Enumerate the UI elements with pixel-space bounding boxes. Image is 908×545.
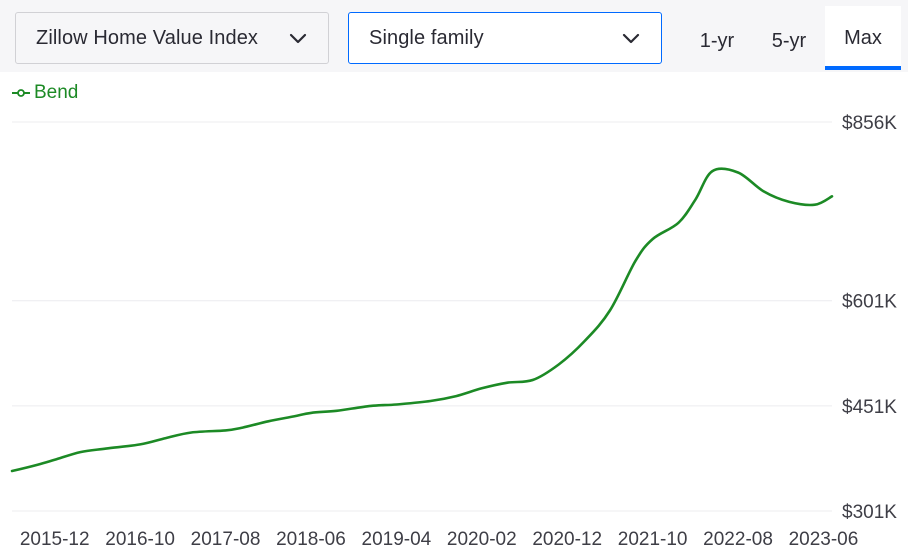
gridlines bbox=[12, 121, 832, 512]
y-tick-label: $451K bbox=[842, 397, 897, 418]
x-tick-label: 2020-12 bbox=[532, 529, 602, 545]
metric-dropdown[interactable]: Zillow Home Value Index bbox=[15, 12, 329, 64]
metric-dropdown-label: Zillow Home Value Index bbox=[36, 26, 259, 49]
x-tick-label: 2018-06 bbox=[276, 529, 346, 545]
chart-legend[interactable]: Bend bbox=[12, 82, 78, 104]
range-tab-1yr[interactable]: 1-yr bbox=[688, 12, 746, 70]
x-tick-label: 2021-10 bbox=[618, 529, 688, 545]
selected-tab-indicator bbox=[825, 66, 901, 70]
x-tick-label: 2022-08 bbox=[703, 529, 773, 545]
legend-series-label: Bend bbox=[34, 82, 79, 103]
range-tab-1yr-label: 1-yr bbox=[699, 29, 735, 52]
series-line-bend[interactable] bbox=[10, 167, 834, 473]
range-tab-max[interactable]: Max bbox=[825, 6, 901, 70]
y-tick-label: $856K bbox=[842, 113, 897, 134]
legend-line-marker-icon bbox=[12, 89, 30, 97]
x-tick-label: 2019-04 bbox=[362, 529, 432, 545]
y-tick-label: $301K bbox=[842, 502, 897, 523]
chevron-down-icon bbox=[289, 33, 307, 44]
range-tab-5yr[interactable]: 5-yr bbox=[758, 12, 820, 70]
range-tab-5yr-label: 5-yr bbox=[771, 29, 807, 52]
x-tick-label: 2017-08 bbox=[191, 529, 261, 545]
chevron-down-icon bbox=[622, 33, 640, 44]
x-axis: 2015-12 2016-10 2017-08 2018-06 2019-04 2020-… bbox=[20, 529, 858, 545]
x-tick-label: 2023-06 bbox=[789, 529, 859, 545]
home-type-dropdown[interactable]: Single family bbox=[348, 12, 662, 64]
x-tick-label: 2015-12 bbox=[20, 529, 90, 545]
y-axis: $301K $451K $601K $856K bbox=[842, 113, 897, 523]
home-type-dropdown-label: Single family bbox=[369, 26, 484, 49]
x-tick-label: 2020-02 bbox=[447, 529, 517, 545]
x-tick-label: 2016-10 bbox=[105, 529, 175, 545]
series-layer bbox=[10, 167, 834, 473]
y-tick-label: $601K bbox=[842, 292, 897, 313]
range-tab-max-label: Max bbox=[844, 26, 882, 49]
